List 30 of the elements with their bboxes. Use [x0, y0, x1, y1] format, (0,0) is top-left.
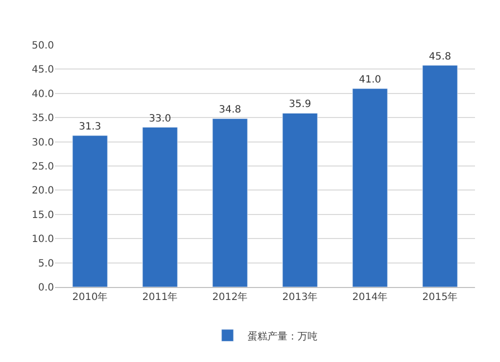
text: 33.0 [148, 113, 172, 124]
bar [422, 65, 458, 287]
text: 45.8 [428, 51, 452, 62]
y-tick-label: 35.0 [32, 113, 54, 124]
y-tick-label: 15.0 [32, 210, 54, 221]
y-tick-label: 45.0 [32, 64, 54, 76]
x-tick-label: 2013年 [282, 291, 318, 303]
bar [72, 135, 108, 287]
y-tick-label: 20.0 [32, 186, 54, 197]
text: 41.0 [358, 74, 382, 86]
y-tick-label: 30.0 [32, 137, 54, 148]
x-tick-label: 2011年 [142, 291, 178, 303]
bar [282, 112, 318, 287]
y-tick-label: 5.0 [38, 258, 54, 270]
legend-label: 蛋糕产量：万吨 [248, 330, 318, 342]
y-tick-label: 25.0 [32, 162, 54, 172]
x-tick-label: 2014年 [352, 291, 388, 303]
text: 31.3 [78, 122, 102, 133]
y-tick-label: 50.0 [32, 40, 54, 52]
y-tick-label: 40.0 [32, 88, 54, 100]
bar [352, 88, 388, 287]
y-tick-label: 0.0 [38, 282, 54, 294]
text: 35.9 [288, 99, 312, 110]
bar [142, 127, 178, 287]
x-tick-label: 2012年 [212, 291, 248, 303]
x-tick-label: 2015年 [422, 291, 458, 303]
y-tick-label: 10.0 [32, 234, 54, 246]
bar [212, 118, 248, 287]
x-tick-label: 2010年 [72, 291, 108, 303]
text: 34.8 [218, 104, 242, 116]
